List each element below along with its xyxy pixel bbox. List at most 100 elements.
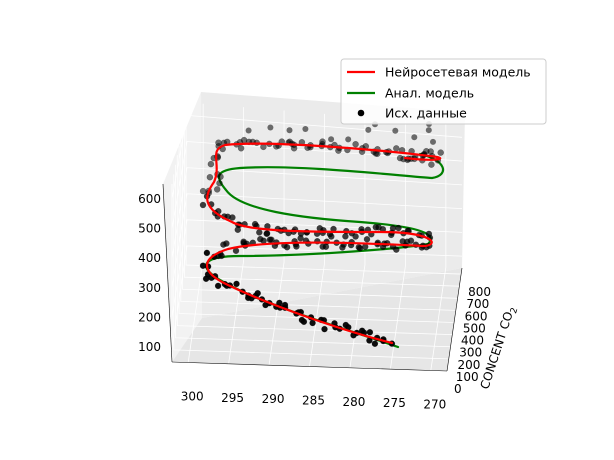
y-tick-label: 200: [458, 358, 481, 372]
z-tick-label: 600: [138, 192, 161, 206]
y-tick-label: 400: [461, 334, 484, 348]
grid-x: [389, 120, 406, 370]
data-point: [392, 127, 399, 134]
data-point: [214, 282, 222, 290]
data-point: [366, 329, 374, 336]
pane-edges: [162, 183, 463, 372]
x-tick-label: 300: [181, 390, 204, 404]
grid-y: [180, 135, 456, 311]
data-point: [430, 138, 436, 145]
y-tick-label: 800: [468, 285, 491, 299]
data-point: [437, 149, 444, 156]
data-point: [206, 173, 214, 181]
grid-z: [171, 167, 463, 259]
data-point: [365, 126, 372, 133]
data-point: [342, 321, 349, 329]
data-point: [216, 179, 223, 187]
data-point: [256, 229, 263, 236]
data-point: [328, 233, 335, 240]
y-tick-label: 0: [454, 382, 462, 396]
y-tick-label: 300: [459, 346, 482, 360]
legend-label-data: Исх. данные: [385, 106, 467, 121]
x-tick-label: 290: [262, 392, 285, 406]
grid-x: [228, 107, 245, 364]
z-tick-label: 100: [138, 340, 161, 354]
data-point: [352, 233, 359, 240]
data-point: [199, 201, 207, 209]
data-point: [393, 145, 400, 152]
data-point: [302, 126, 309, 132]
z-tick-label: 400: [138, 251, 161, 265]
data-point: [342, 233, 349, 240]
data-point: [233, 280, 240, 288]
data-point: [411, 134, 418, 141]
grid-y: [182, 126, 458, 299]
data-point: [309, 319, 316, 327]
data-point: [213, 186, 221, 193]
y-tick-label: 100: [456, 370, 479, 384]
z-tick-label: 300: [138, 281, 161, 295]
data-point: [322, 243, 330, 250]
data-point: [207, 160, 215, 168]
x-tick-label: 285: [302, 394, 325, 408]
grid-z: [171, 193, 463, 288]
grid-y: [173, 174, 449, 360]
data-point: [345, 136, 352, 143]
grid-lines: [171, 103, 463, 372]
grid-y: [178, 145, 455, 323]
data-point: [358, 327, 366, 334]
data-point: [393, 246, 400, 253]
legend-label-anal-model: Анал. модель: [385, 86, 474, 101]
x-tick-label: 275: [383, 396, 406, 410]
data-point: [283, 243, 291, 251]
data-point: [352, 140, 359, 148]
y-tick-label: 700: [466, 297, 489, 311]
data-point: [298, 316, 306, 324]
data-point: [425, 230, 433, 238]
y-tick-label: 500: [463, 321, 486, 335]
data-point: [389, 224, 397, 232]
data-point: [372, 224, 379, 231]
series-nn-model: [206, 142, 442, 345]
data-point: [321, 325, 328, 333]
data-point: [199, 262, 207, 269]
data-point: [203, 249, 211, 257]
data-point: [263, 230, 271, 237]
grid-x: [187, 103, 204, 363]
data-point: [363, 236, 371, 243]
data-point: [215, 139, 222, 146]
nn-model-line: [206, 142, 442, 345]
legend: Нейросетевая модель Анал. модель Исх. да…: [340, 58, 547, 125]
grid-y: [185, 107, 462, 275]
data-point: [395, 224, 402, 232]
data-point: [223, 240, 230, 247]
grid-z: [171, 245, 463, 348]
x-axis-ticks: 300 295 290 285 280 275 270: [181, 390, 447, 412]
x-tick-label: 280: [342, 395, 365, 409]
x-tick-label: 295: [221, 391, 244, 405]
data-point: [407, 237, 415, 244]
legend-marker-data: [357, 109, 365, 117]
grid-y: [183, 116, 460, 287]
z-tick-label: 200: [138, 311, 161, 325]
y-tick-label: 600: [465, 309, 488, 323]
z-tick-label: 500: [138, 222, 161, 236]
grid-x: [268, 110, 285, 366]
data-point: [254, 290, 261, 297]
grid-y: [175, 164, 451, 348]
data-point: [428, 161, 435, 168]
y-axis-label-subscript: 2: [509, 307, 520, 316]
data-point: [425, 127, 432, 134]
grid-x: [309, 113, 325, 367]
data-point: [339, 244, 346, 251]
data-point: [237, 145, 245, 152]
data-point: [328, 136, 335, 143]
data-point: [199, 187, 207, 195]
data-point: [260, 143, 267, 151]
z-axis-ticks: 100 200 300 400 500 600: [138, 192, 161, 354]
x-tick-label: 270: [423, 397, 446, 411]
grid-z: [171, 141, 463, 229]
data-point: [293, 243, 300, 250]
